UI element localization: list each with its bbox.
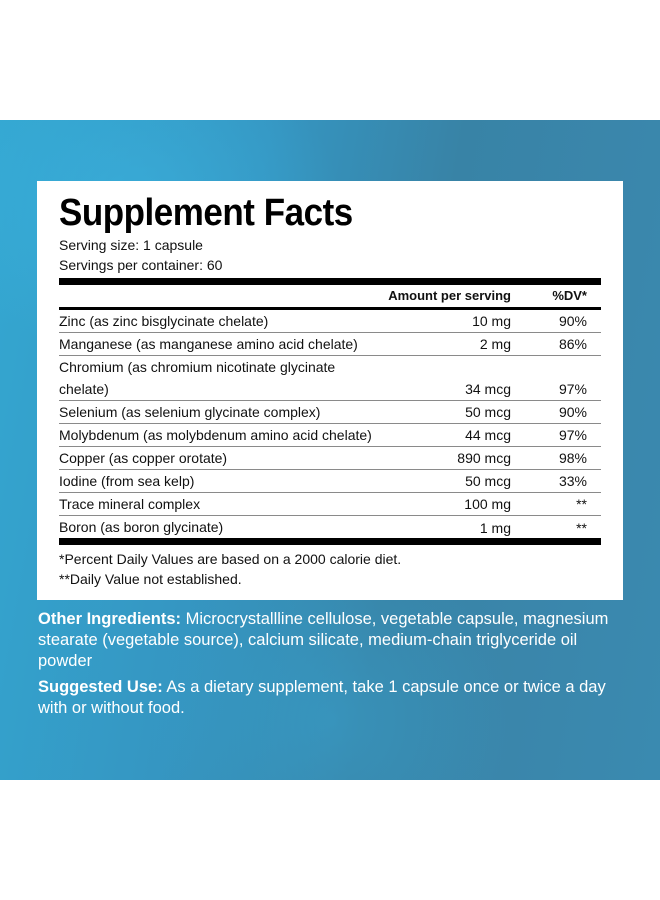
other-ingredients-text: Microcrystallline cellulose, vegetable c… [38,610,609,670]
nutrient-name: Chromium (as chromium nicotinate glycina… [59,359,336,397]
table-row: Molybdenum (as molybdenum amino acid che… [59,424,601,447]
nutrient-amount: 34 mcg [465,381,511,397]
nutrient-amount: 44 mcg [465,427,511,443]
suggested-use-text: As a dietary supplement, take 1 capsule … [38,678,606,717]
table-row: Trace mineral complex 100 mg ** [59,493,601,516]
nutrient-table: Zinc (as zinc bisglycinate chelate) 10 m… [59,310,601,539]
nutrient-amount: 10 mg [472,313,511,329]
nutrient-dv: 97% [558,427,587,443]
nutrient-name: Copper (as copper orotate) [59,450,228,466]
suggested-use: Suggested Use: As a dietary supplement, … [38,677,618,719]
table-row: Manganese (as manganese amino acid chela… [59,333,601,356]
nutrient-dv: 90% [558,404,587,420]
nutrient-name: Selenium (as selenium glycinate complex) [59,404,321,420]
column-header-amount: Amount per serving [388,288,511,303]
table-row: Boron (as boron glycinate) 1 mg ** [59,516,601,539]
nutrient-dv: ** [576,496,587,512]
table-row: Selenium (as selenium glycinate complex)… [59,401,601,424]
table-row: Chromium (as chromium nicotinate glycina… [59,356,601,401]
nutrient-amount: 890 mcg [457,450,511,466]
serving-size: Serving size: 1 capsule [59,237,203,253]
divider-thick-bottom [59,538,601,545]
divider-header [59,307,601,310]
nutrient-dv: ** [576,520,587,536]
table-row: Zinc (as zinc bisglycinate chelate) 10 m… [59,310,601,333]
footnote-percent-dv: *Percent Daily Values are based on a 200… [59,551,402,567]
divider-thick-top [59,278,601,285]
supplement-facts-panel: Supplement Facts Serving size: 1 capsule… [37,181,623,600]
nutrient-amount: 2 mg [479,336,511,352]
nutrient-dv: 97% [558,381,587,397]
nutrient-name: Molybdenum (as molybdenum amino acid che… [59,427,372,443]
other-ingredients-label: Other Ingredients: [38,610,182,628]
nutrient-name: Manganese (as manganese amino acid chela… [59,336,358,352]
nutrient-amount: 50 mcg [465,404,511,420]
panel-title: Supplement Facts [59,192,353,234]
nutrient-name: Iodine (from sea kelp) [59,473,195,489]
nutrient-amount: 50 mcg [465,473,511,489]
nutrient-dv: 86% [558,336,587,352]
nutrient-name: Boron (as boron glycinate) [59,519,224,535]
table-row: Copper (as copper orotate) 890 mcg 98% [59,447,601,470]
nutrient-dv: 98% [558,450,587,466]
nutrient-name: Zinc (as zinc bisglycinate chelate) [59,313,269,329]
nutrient-amount: 1 mg [479,520,511,536]
footnote-dv-not-established: **Daily Value not established. [59,571,242,587]
suggested-use-label: Suggested Use: [38,678,163,696]
other-ingredients: Other Ingredients: Microcrystallline cel… [38,609,618,672]
nutrient-amount: 100 mg [464,496,511,512]
nutrient-dv: 90% [558,313,587,329]
nutrient-dv: 33% [558,473,587,489]
column-header-dv: %DV* [552,288,587,303]
servings-per-container: Servings per container: 60 [59,257,223,273]
table-row: Iodine (from sea kelp) 50 mcg 33% [59,470,601,493]
nutrient-name: Trace mineral complex [59,496,201,512]
